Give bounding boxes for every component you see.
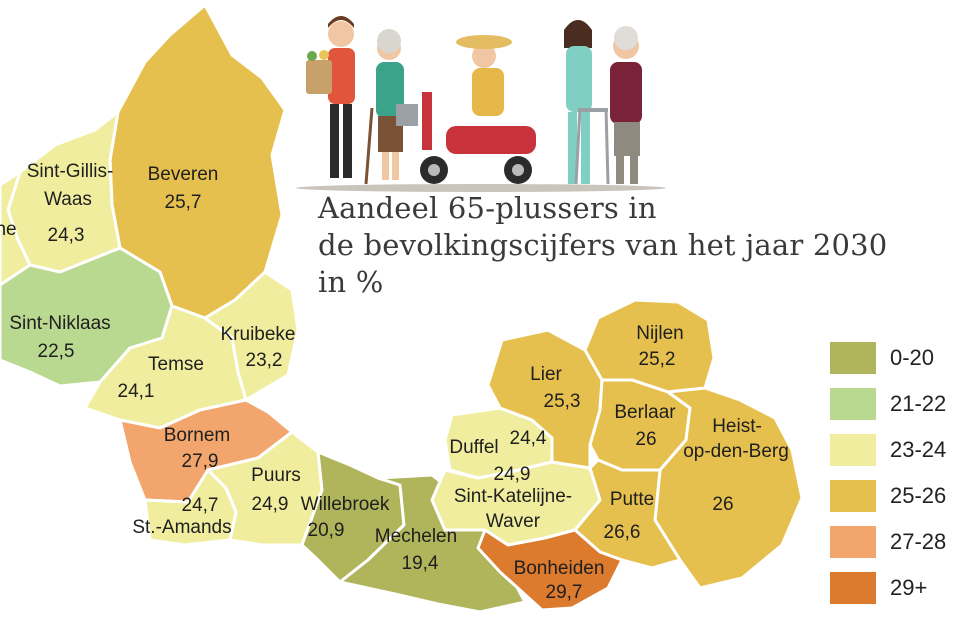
legend-label: 27-28 bbox=[890, 529, 947, 554]
label-heist-op-den-berg-name-2: op-den-Berg bbox=[683, 441, 789, 462]
label-sint-gillis-waas-value: 24,3 bbox=[48, 225, 85, 246]
label-sint-katelijne-waver-name-2: Waver bbox=[486, 511, 541, 532]
label-berlaar-value: 26 bbox=[635, 429, 656, 450]
legend-swatch bbox=[830, 388, 876, 420]
label-sint-gillis-waas-name-2: Waas bbox=[44, 189, 92, 210]
legend-swatch bbox=[830, 342, 876, 374]
label-putte-value: 26,6 bbox=[604, 522, 641, 543]
map-title-line-3: in % bbox=[318, 265, 384, 299]
legend-swatch bbox=[830, 480, 876, 512]
label-temse-value: 24,1 bbox=[118, 381, 155, 402]
label-beveren-name: Beveren bbox=[148, 164, 219, 185]
label-mechelen-name: Mechelen bbox=[375, 526, 457, 547]
mobility-scooter-figure bbox=[396, 35, 536, 184]
label-st-amands-value: 24,7 bbox=[182, 495, 219, 516]
label-st-amands-name: St.-Amands bbox=[132, 517, 231, 538]
label-nijlen-name: Nijlen bbox=[636, 323, 684, 344]
legend-swatch bbox=[830, 434, 876, 466]
label-duffel-name: Duffel bbox=[449, 437, 498, 458]
man-with-grocery-bag-figure bbox=[306, 16, 355, 178]
label-partial-west-fragment: ne bbox=[0, 219, 17, 240]
label-bonheiden-name: Bonheiden bbox=[514, 558, 605, 579]
region-heist-op-den-berg[interactable] bbox=[653, 386, 804, 590]
label-berlaar-name: Berlaar bbox=[614, 402, 676, 423]
legend-item: 27-28 bbox=[830, 519, 946, 565]
legend-label: 0-20 bbox=[890, 345, 935, 370]
caregiver-figure bbox=[564, 20, 592, 184]
label-temse-name: Temse bbox=[148, 354, 204, 375]
label-bornem-value: 27,9 bbox=[182, 451, 219, 472]
legend-swatch bbox=[830, 572, 876, 604]
label-nijlen-value: 25,2 bbox=[639, 349, 676, 370]
elderly-people-illustration bbox=[296, 16, 666, 192]
label-sint-gillis-waas-name-1: Sint-Gillis- bbox=[27, 161, 114, 182]
label-kruibeke-value: 23,2 bbox=[246, 350, 283, 371]
legend-label: 23-24 bbox=[890, 437, 947, 462]
region-bonheiden[interactable] bbox=[476, 528, 624, 612]
map-legend: 0-20 21-22 23-24 25-26 27-28 29+ bbox=[830, 335, 946, 611]
map-title-line-1: Aandeel 65-plussers in bbox=[318, 191, 657, 225]
map-title: Aandeel 65-plussers in de bevolkingscijf… bbox=[318, 190, 887, 301]
legend-item: 23-24 bbox=[830, 427, 946, 473]
label-bornem-name: Bornem bbox=[164, 425, 231, 446]
label-putte-name: Putte bbox=[610, 489, 654, 510]
label-willebroek-name: Willebroek bbox=[301, 494, 390, 515]
legend-label: 25-26 bbox=[890, 483, 947, 508]
map-title-line-2: de bevolkingscijfers van het jaar 2030 bbox=[318, 228, 888, 262]
legend-item: 21-22 bbox=[830, 381, 946, 427]
label-mechelen-value: 19,4 bbox=[402, 553, 439, 574]
label-duffel-value: 24,4 bbox=[510, 428, 547, 449]
label-sint-katelijne-waver-name-1: Sint-Katelijne- bbox=[454, 486, 572, 507]
label-puurs-value: 24,9 bbox=[252, 494, 289, 515]
legend-label: 21-22 bbox=[890, 391, 947, 416]
region-nijlen[interactable] bbox=[583, 298, 716, 394]
label-sint-katelijne-waver-value: 24,9 bbox=[494, 464, 531, 485]
label-beveren-value: 25,7 bbox=[165, 192, 202, 213]
label-lier-name: Lier bbox=[530, 364, 562, 385]
legend-item: 29+ bbox=[830, 565, 946, 611]
man-with-walker-figure bbox=[574, 26, 642, 185]
label-sint-niklaas-value: 22,5 bbox=[38, 341, 75, 362]
label-bonheiden-value: 29,7 bbox=[546, 582, 583, 603]
region-putte[interactable] bbox=[573, 458, 682, 570]
legend-item: 25-26 bbox=[830, 473, 946, 519]
label-puurs-name: Puurs bbox=[251, 465, 301, 486]
legend-label: 29+ bbox=[890, 575, 928, 600]
label-willebroek-value: 20,9 bbox=[308, 520, 345, 541]
legend-swatch bbox=[830, 526, 876, 558]
label-lier-value: 25,3 bbox=[544, 391, 581, 412]
label-heist-op-den-berg-value: 26 bbox=[712, 494, 733, 515]
label-heist-op-den-berg-name-1: Heist- bbox=[712, 416, 762, 437]
label-sint-niklaas-name: Sint-Niklaas bbox=[9, 313, 110, 334]
region-kruibeke[interactable] bbox=[203, 270, 300, 402]
label-kruibeke-name: Kruibeke bbox=[221, 324, 296, 345]
legend-item: 0-20 bbox=[830, 335, 946, 381]
region-partial-west[interactable] bbox=[0, 170, 32, 287]
